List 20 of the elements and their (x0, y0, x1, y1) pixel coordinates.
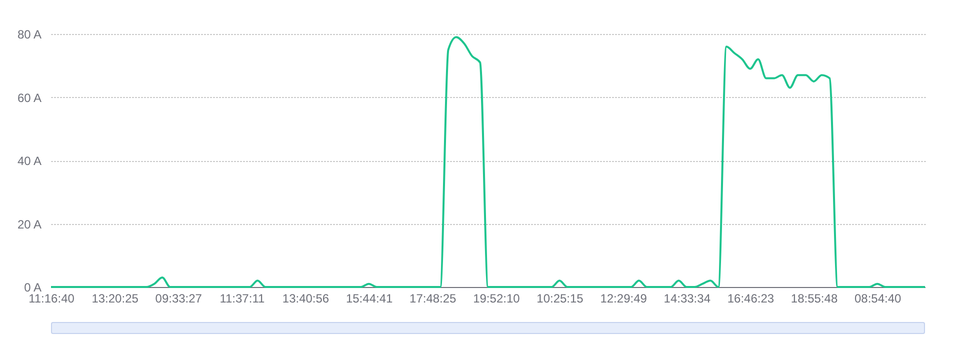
x-tick-label: 16:46:23 (727, 292, 774, 306)
x-tick-label: 11:16:40 (28, 292, 75, 306)
x-tick-label: 14:33:34 (664, 292, 711, 306)
x-tick-label: 19:52:10 (473, 292, 520, 306)
x-tick-label: 13:20:25 (92, 292, 139, 306)
x-tick-label: 09:33:27 (155, 292, 202, 306)
x-tick-label: 15:44:41 (346, 292, 393, 306)
line-series (50, 36, 926, 288)
y-tick-label: 20 A (17, 217, 42, 232)
x-tick-label: 08:54:40 (854, 292, 902, 306)
x-tick-label: 11:37:11 (220, 292, 265, 306)
x-tick-label: 10:25:15 (536, 292, 584, 306)
x-tick-label: 13:40:56 (282, 292, 330, 306)
y-tick-label: 60 A (17, 90, 42, 105)
x-tick-label: 17:48:25 (410, 292, 457, 306)
y-tick-label: 0 A (24, 280, 42, 294)
y-tick-label: 80 A (17, 28, 42, 42)
x-tick-label: 12:29:49 (600, 292, 648, 306)
y-tick-label: 40 A (17, 154, 42, 168)
x-tick-label: 18:55:48 (790, 292, 838, 306)
